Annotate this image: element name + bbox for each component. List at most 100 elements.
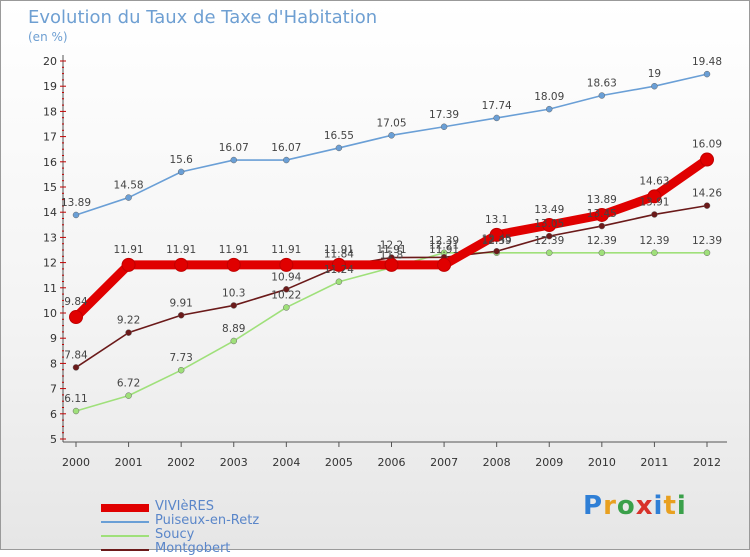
data-label: 11.91 bbox=[271, 244, 301, 256]
data-label: 15.6 bbox=[169, 154, 193, 166]
data-label: 8.89 bbox=[222, 323, 245, 335]
legend-swatch bbox=[101, 549, 149, 551]
data-point bbox=[651, 211, 658, 218]
y-tick-label: 7 bbox=[50, 383, 57, 396]
y-tick-label: 17 bbox=[43, 131, 57, 144]
logo-letter: i bbox=[676, 491, 687, 521]
data-label: 18.63 bbox=[587, 78, 617, 90]
logo-letter: i bbox=[653, 491, 664, 521]
data-point bbox=[489, 227, 504, 242]
chart-subtitle: (en %) bbox=[28, 30, 68, 44]
data-point bbox=[493, 248, 500, 255]
y-tick-label: 19 bbox=[43, 80, 57, 93]
y-tick-label: 13 bbox=[43, 231, 57, 244]
y-tick-label: 6 bbox=[50, 408, 57, 421]
series-puiseux-en-retz bbox=[72, 70, 711, 219]
data-label: 12.39 bbox=[482, 235, 512, 247]
data-label: 13.05 bbox=[534, 218, 564, 230]
x-tick-label: 2003 bbox=[220, 456, 248, 469]
data-point bbox=[331, 257, 346, 272]
data-point bbox=[177, 312, 185, 319]
logo-letter: o bbox=[616, 491, 636, 521]
data-point bbox=[69, 310, 83, 325]
data-label: 13.45 bbox=[587, 208, 617, 220]
data-point bbox=[177, 366, 185, 374]
data-point bbox=[230, 302, 237, 309]
data-label: 19 bbox=[648, 68, 661, 80]
data-label: 16.07 bbox=[271, 142, 301, 154]
data-point bbox=[384, 257, 399, 272]
data-point bbox=[283, 156, 290, 164]
data-point bbox=[388, 132, 395, 139]
data-label: 17.39 bbox=[429, 109, 459, 121]
data-label: 14.58 bbox=[114, 180, 144, 192]
legend-item-vivieres: VIVIèRES bbox=[101, 499, 401, 515]
data-point bbox=[493, 114, 500, 122]
data-point bbox=[230, 156, 237, 164]
y-tick-label: 16 bbox=[43, 156, 57, 169]
data-label: 6.72 bbox=[117, 378, 140, 390]
x-tick-label: 2000 bbox=[62, 456, 90, 469]
data-label: 11.84 bbox=[324, 249, 354, 261]
data-point bbox=[121, 257, 136, 272]
data-point bbox=[72, 364, 80, 371]
legend-swatch bbox=[101, 521, 149, 523]
y-tick-label: 9 bbox=[50, 332, 57, 345]
data-point bbox=[700, 152, 714, 167]
data-point bbox=[647, 189, 662, 204]
x-tick-label: 2004 bbox=[272, 456, 300, 469]
x-tick-label: 2007 bbox=[430, 456, 458, 469]
data-point bbox=[651, 82, 658, 90]
chart-title: Evolution du Taux de Taxe d'Habitation bbox=[28, 7, 378, 28]
data-label: 19.48 bbox=[692, 56, 722, 68]
data-label: 11.91 bbox=[219, 244, 249, 256]
data-point bbox=[125, 329, 132, 336]
data-point bbox=[283, 286, 290, 293]
data-point bbox=[594, 207, 609, 222]
data-label: 13.89 bbox=[587, 194, 617, 206]
data-label: 11.91 bbox=[166, 244, 196, 256]
legend-item-puiseux: Puiseux-en-Retz bbox=[101, 513, 401, 529]
data-label: 13.89 bbox=[61, 197, 91, 209]
data-label: 12.39 bbox=[639, 235, 669, 247]
data-label: 12.39 bbox=[587, 235, 617, 247]
data-label: 12.2 bbox=[380, 240, 403, 252]
data-point bbox=[279, 257, 294, 272]
series-vivi-res bbox=[69, 152, 714, 325]
x-tick-label: 2008 bbox=[483, 456, 511, 469]
data-point bbox=[542, 218, 557, 233]
data-label: 9.91 bbox=[169, 297, 192, 309]
y-tick-label: 8 bbox=[50, 357, 57, 370]
data-label: 16.07 bbox=[219, 142, 249, 154]
logo-letter: r bbox=[603, 491, 617, 521]
logo-letter: t bbox=[663, 491, 677, 521]
data-label: 10.94 bbox=[271, 271, 301, 283]
data-point bbox=[703, 70, 711, 78]
legend-label: VIVIèRES bbox=[155, 499, 214, 514]
data-point bbox=[598, 92, 606, 99]
data-label: 9.84 bbox=[64, 296, 88, 308]
data-point bbox=[598, 222, 606, 230]
legend-label: Soucy bbox=[155, 527, 195, 542]
y-tick-label: 12 bbox=[43, 257, 57, 270]
data-label: 12.45 bbox=[482, 233, 512, 245]
data-label: 16.09 bbox=[692, 139, 722, 151]
data-point bbox=[174, 257, 189, 272]
data-label: 12.39 bbox=[534, 235, 564, 247]
data-label: 13.1 bbox=[485, 214, 508, 226]
data-point bbox=[703, 202, 711, 209]
data-label: 11.24 bbox=[324, 264, 354, 276]
data-label: 14.63 bbox=[639, 175, 669, 187]
data-label: 11.91 bbox=[114, 244, 144, 256]
series-soucy bbox=[72, 249, 711, 415]
data-label: 6.11 bbox=[64, 393, 87, 405]
data-label: 13.91 bbox=[639, 196, 669, 208]
x-tick-label: 2006 bbox=[378, 456, 406, 469]
data-point bbox=[335, 144, 343, 152]
data-label: 17.05 bbox=[376, 117, 406, 129]
data-point bbox=[72, 407, 80, 415]
data-point bbox=[440, 123, 448, 131]
data-label: 12.39 bbox=[429, 235, 459, 247]
